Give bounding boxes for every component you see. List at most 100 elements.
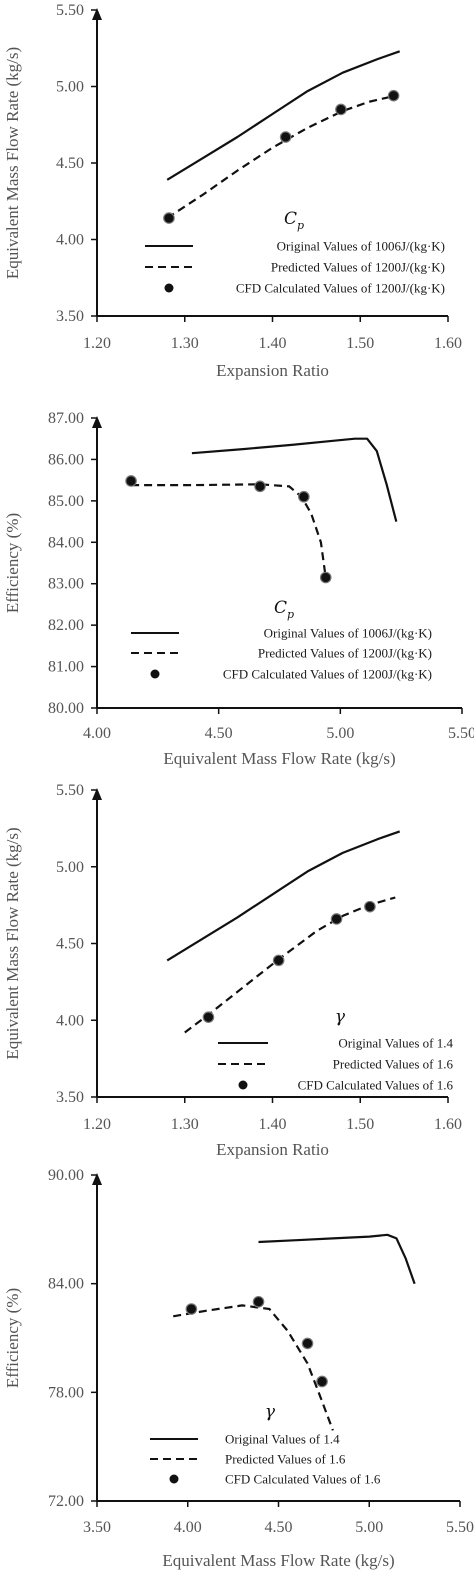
- x-tick-label: 5.00: [355, 1519, 383, 1536]
- y-tick-label: 5.50: [56, 2, 84, 19]
- y-tick-label: 5.50: [56, 782, 84, 799]
- y-tick-label: 86.00: [48, 451, 84, 468]
- legend-label: CFD Calculated Values of 1200J/(kg·K): [236, 281, 445, 296]
- predicted-series-line: [166, 94, 396, 220]
- x-tick-label: 5.50: [446, 1519, 474, 1536]
- y-axis-label: Equivalent Mass Flow Rate (kg/s): [3, 47, 22, 279]
- cfd-data-point: [335, 103, 347, 116]
- x-tick-label: 1.30: [171, 1116, 199, 1133]
- y-axis-arrow: [92, 8, 102, 20]
- legend-label: Original Values of 1.4: [225, 1432, 340, 1447]
- x-tick-label: 4.50: [265, 1519, 293, 1536]
- y-axis-arrow: [92, 416, 102, 428]
- x-tick-label: 4.50: [205, 725, 233, 742]
- y-tick-label: 78.00: [48, 1384, 84, 1401]
- y-axis-label: Efficiency (%): [3, 513, 22, 613]
- original-series-line: [166, 50, 401, 181]
- legend-label: Predicted Values of 1.6: [333, 1057, 454, 1072]
- legend-title: Cp: [284, 209, 304, 232]
- legend-title: γ: [335, 1007, 346, 1027]
- legend-label: Original Values of 1006J/(kg·K): [264, 626, 432, 641]
- legend-label: Predicted Values of 1200J/(kg·K): [258, 646, 432, 661]
- x-tick-label: 1.50: [346, 1116, 374, 1133]
- x-axis-label: Expansion Ratio: [216, 361, 329, 380]
- y-tick-label: 4.00: [56, 232, 84, 249]
- original-series-line: [166, 830, 401, 962]
- legend-label: Original Values of 1.4: [338, 1036, 453, 1051]
- legend-label: Predicted Values of 1200J/(kg·K): [271, 260, 445, 275]
- predicted-series-line: [184, 896, 396, 1034]
- x-tick-label: 1.20: [83, 1116, 111, 1133]
- legend-marker-cfd: [164, 283, 174, 293]
- x-tick-label: 1.20: [83, 335, 111, 352]
- x-tick-label: 1.30: [171, 335, 199, 352]
- legend-label: Original Values of 1006J/(kg·K): [277, 239, 445, 254]
- x-tick-label: 5.50: [448, 725, 474, 742]
- legend-label: Predicted Values of 1.6: [225, 1452, 346, 1467]
- legend-title: γ: [265, 1402, 276, 1422]
- x-tick-label: 1.40: [259, 1116, 287, 1133]
- y-tick-label: 83.00: [48, 576, 84, 593]
- y-tick-label: 4.50: [56, 155, 84, 172]
- chart-panel-1: 1.20 1.30 1.40 1.50 1.60 3.50 4.00 4.50 5.00 5.50…: [0, 0, 474, 400]
- y-tick-label: 5.00: [56, 79, 84, 96]
- chart-panel-4: 3.50 4.00 4.50 5.00 5.50 72.00 78.00 84.00 90.00…: [0, 1165, 474, 1587]
- predicted-series-line: [173, 1304, 334, 1431]
- cfd-data-point: [330, 913, 343, 925]
- x-tick-label: 5.00: [326, 725, 354, 742]
- y-tick-label: 87.00: [48, 410, 84, 427]
- x-tick-label: 3.50: [83, 1519, 111, 1536]
- x-axis-label: Expansion Ratio: [216, 1140, 329, 1159]
- cfd-data-point: [319, 571, 332, 584]
- chart-2: 4.00 4.50 5.00 5.50 80.00 81.00 82.00 83.00 84.0…: [3, 410, 474, 768]
- x-tick-label: 1.60: [434, 335, 462, 352]
- y-tick-label: 72.00: [48, 1493, 84, 1510]
- x-axis-label: Equivalent Mass Flow Rate (kg/s): [162, 1551, 394, 1570]
- y-axis-label: Equivalent Mass Flow Rate (kg/s): [3, 827, 22, 1059]
- cfd-data-point: [316, 1375, 328, 1388]
- chart-3: 1.20 1.30 1.40 1.50 1.60 3.50 4.00 4.50 5.00 5.50…: [3, 782, 462, 1159]
- x-axis-label: Equivalent Mass Flow Rate (kg/s): [163, 749, 395, 768]
- y-tick-label: 3.50: [56, 1089, 84, 1106]
- predicted-series-line: [131, 483, 327, 578]
- cfd-data-point: [202, 1011, 215, 1023]
- y-tick-label: 90.00: [48, 1167, 84, 1184]
- cfd-data-point: [125, 475, 137, 487]
- y-tick-label: 80.00: [48, 700, 84, 717]
- x-tick-label: 4.00: [174, 1519, 202, 1536]
- x-tick-label: 4.00: [83, 725, 111, 742]
- legend-label: CFD Calculated Values of 1.6: [298, 1078, 454, 1093]
- cfd-data-point: [279, 131, 292, 143]
- x-tick-label: 1.50: [346, 335, 374, 352]
- legend-marker-cfd: [238, 1080, 248, 1090]
- cfd-data-point: [254, 480, 266, 493]
- y-tick-label: 3.50: [56, 308, 84, 325]
- y-tick-label: 4.00: [56, 1012, 84, 1029]
- y-tick-label: 5.00: [56, 859, 84, 876]
- chart-1: 1.20 1.30 1.40 1.50 1.60 3.50 4.00 4.50 5.00 5.50…: [3, 2, 462, 380]
- y-axis-arrow: [92, 1173, 102, 1185]
- y-tick-label: 84.00: [48, 1276, 84, 1293]
- legend-marker-cfd: [169, 1474, 179, 1484]
- y-axis-arrow: [92, 788, 102, 800]
- legend-marker-cfd: [150, 669, 160, 679]
- x-tick-label: 1.40: [259, 335, 287, 352]
- cfd-data-point: [252, 1295, 265, 1308]
- y-axis-label: Efficiency (%): [3, 1288, 22, 1388]
- legend-label: CFD Calculated Values of 1200J/(kg·K): [223, 667, 432, 682]
- legend-label: CFD Calculated Values of 1.6: [225, 1472, 381, 1487]
- cfd-data-point: [298, 490, 310, 503]
- y-tick-label: 84.00: [48, 534, 84, 551]
- chart-panel-2: 4.00 4.50 5.00 5.50 80.00 81.00 82.00 83.00 84.0…: [0, 400, 474, 780]
- cfd-data-point: [272, 954, 285, 967]
- chart-4: 3.50 4.00 4.50 5.00 5.50 72.00 78.00 84.00 90.00…: [3, 1167, 474, 1570]
- y-tick-label: 4.50: [56, 936, 84, 953]
- legend-title: Cp: [274, 598, 294, 621]
- cfd-data-point: [301, 1337, 314, 1350]
- chart-panel-3: 1.20 1.30 1.40 1.50 1.60 3.50 4.00 4.50 5.00 5.50…: [0, 780, 474, 1165]
- y-tick-label: 82.00: [48, 617, 84, 634]
- original-series-line: [258, 1233, 416, 1285]
- original-series-line: [191, 437, 398, 522]
- y-tick-label: 85.00: [48, 493, 84, 510]
- cfd-data-point: [185, 1303, 198, 1315]
